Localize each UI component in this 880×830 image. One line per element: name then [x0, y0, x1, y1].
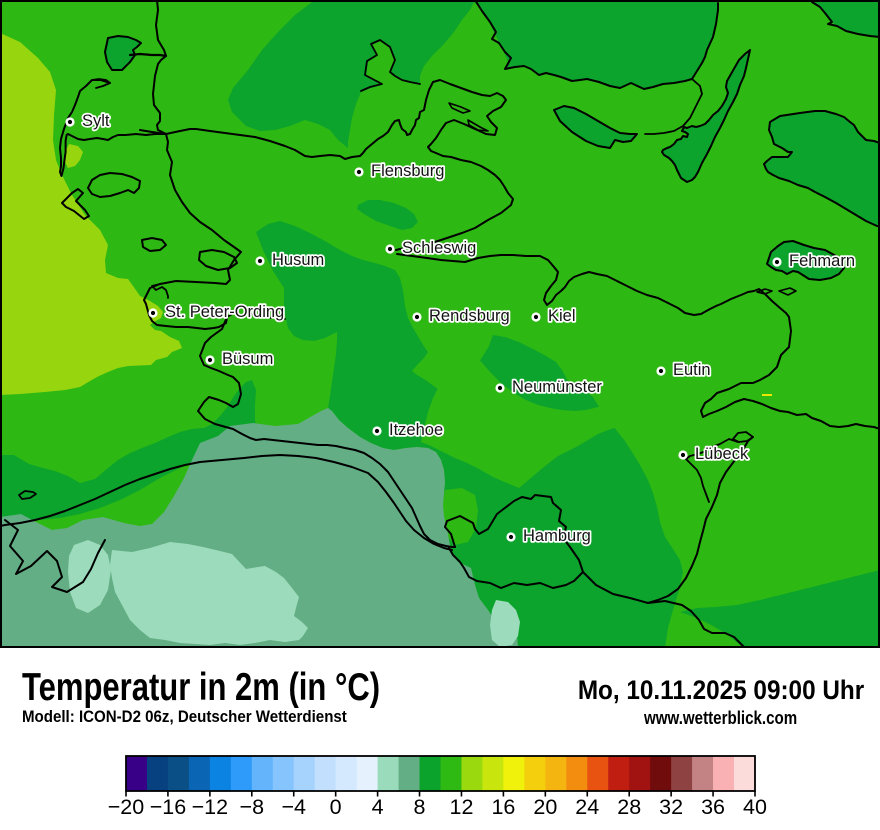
- svg-text:−16: −16: [150, 795, 187, 819]
- svg-text:0: 0: [330, 795, 342, 819]
- svg-text:32: 32: [659, 795, 683, 819]
- svg-text:Sylt: Sylt: [82, 112, 110, 130]
- svg-text:12: 12: [450, 795, 474, 819]
- svg-text:36: 36: [701, 795, 725, 819]
- svg-text:4: 4: [372, 795, 384, 819]
- svg-text:Husum: Husum: [272, 251, 324, 269]
- svg-text:40: 40: [743, 795, 767, 819]
- svg-text:−4: −4: [281, 795, 306, 819]
- svg-text:Hamburg: Hamburg: [523, 527, 591, 545]
- svg-text:Flensburg: Flensburg: [371, 162, 444, 180]
- svg-text:Rendsburg: Rendsburg: [429, 307, 510, 325]
- svg-text:Neumünster: Neumünster: [512, 378, 602, 396]
- svg-text:Kiel: Kiel: [548, 307, 576, 325]
- svg-text:8: 8: [414, 795, 426, 819]
- svg-text:Schleswig: Schleswig: [402, 239, 476, 257]
- svg-text:Eutin: Eutin: [673, 361, 711, 379]
- svg-text:St. Peter-Ording: St. Peter-Ording: [165, 303, 284, 321]
- svg-text:Itzehoe: Itzehoe: [389, 421, 443, 439]
- svg-text:20: 20: [533, 795, 557, 819]
- svg-text:Fehmarn: Fehmarn: [789, 252, 855, 270]
- svg-text:28: 28: [617, 795, 641, 819]
- svg-text:24: 24: [575, 795, 599, 819]
- svg-text:−12: −12: [192, 795, 228, 819]
- svg-text:−20: −20: [108, 795, 145, 819]
- svg-text:16: 16: [491, 795, 515, 819]
- svg-text:Büsum: Büsum: [222, 350, 273, 368]
- svg-text:−8: −8: [240, 795, 265, 819]
- svg-text:Lübeck: Lübeck: [695, 445, 749, 463]
